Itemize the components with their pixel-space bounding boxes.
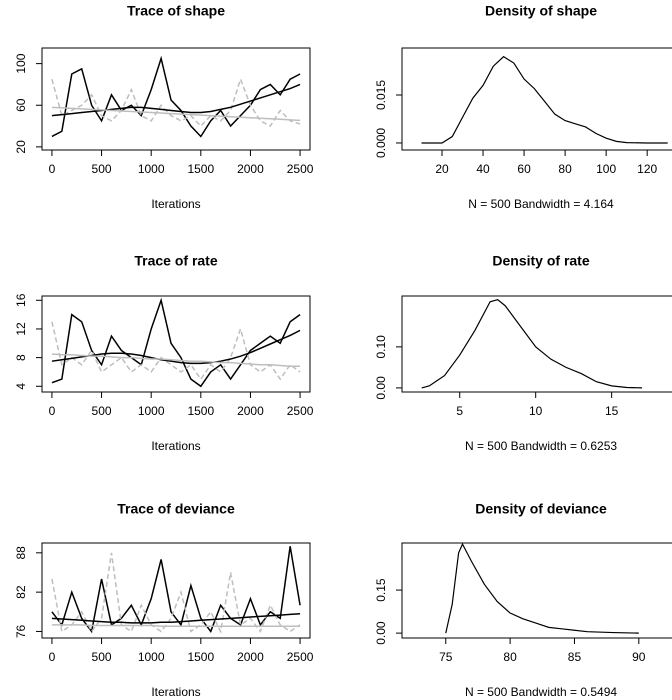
x-tick-label: 60 — [517, 162, 531, 176]
x-tick-label: 1500 — [187, 650, 214, 664]
y-tick-label: 76 — [14, 624, 28, 638]
x-tick-label: 100 — [596, 162, 616, 176]
y-tick-label: 0.00 — [374, 376, 388, 400]
plot-area — [422, 300, 642, 388]
x-tick-label: 1000 — [138, 650, 165, 664]
x-axis-label: Iterations — [151, 439, 200, 453]
y-tick-label: 0.000 — [374, 128, 388, 158]
data-line — [52, 553, 300, 632]
x-tick-label: 85 — [568, 650, 582, 664]
x-tick-label: 1500 — [187, 404, 214, 418]
x-tick-label: 1000 — [138, 404, 165, 418]
y-tick-label: 0.15 — [374, 578, 388, 602]
y-tick-label: 20 — [14, 140, 28, 154]
x-axis-label: N = 500 Bandwidth = 0.6253 — [465, 439, 617, 453]
data-line — [52, 354, 300, 366]
x-tick-label: 10 — [529, 404, 543, 418]
plot-area — [421, 57, 667, 143]
data-line — [446, 544, 639, 633]
plot-area — [52, 300, 300, 386]
y-tick-label: 0.10 — [374, 335, 388, 359]
plot-box — [42, 543, 310, 638]
x-tick-label: 75 — [439, 650, 453, 664]
plot-area — [446, 544, 639, 633]
panel-title: Density of shape — [485, 3, 597, 19]
plot-box — [402, 48, 672, 150]
y-tick-label: 100 — [14, 53, 28, 73]
x-tick-label: 2000 — [237, 162, 264, 176]
y-tick-label: 88 — [14, 546, 28, 560]
x-tick-label: 20 — [435, 162, 449, 176]
panel-title: Density of deviance — [475, 501, 607, 517]
x-tick-label: 2500 — [287, 650, 314, 664]
data-line — [52, 107, 300, 120]
y-tick-label: 8 — [14, 354, 28, 361]
panel-title: Trace of deviance — [117, 501, 235, 517]
x-axis-label: Iterations — [151, 685, 200, 699]
data-line — [421, 57, 667, 143]
y-tick-label: 16 — [14, 293, 28, 307]
y-tick-label: 12 — [14, 322, 28, 336]
data-line — [52, 546, 300, 631]
x-tick-label: 0 — [49, 404, 56, 418]
data-line — [422, 300, 642, 388]
x-tick-label: 2500 — [287, 404, 314, 418]
x-tick-label: 80 — [503, 650, 517, 664]
x-tick-label: 500 — [92, 650, 112, 664]
panel-title: Trace of rate — [134, 253, 217, 269]
x-axis-label: N = 500 Bandwidth = 4.164 — [468, 197, 614, 211]
plot-area — [52, 58, 300, 136]
x-tick-label: 1500 — [187, 162, 214, 176]
x-tick-label: 500 — [92, 404, 112, 418]
x-tick-label: 5 — [456, 404, 463, 418]
x-tick-label: 120 — [637, 162, 657, 176]
plot-area — [52, 546, 300, 631]
y-tick-label: 82 — [14, 585, 28, 599]
x-tick-label: 2500 — [287, 162, 314, 176]
x-tick-label: 2000 — [237, 404, 264, 418]
x-tick-label: 40 — [476, 162, 490, 176]
panel-title: Trace of shape — [127, 3, 225, 19]
y-tick-label: 60 — [14, 98, 28, 112]
x-tick-label: 15 — [605, 404, 619, 418]
x-tick-label: 80 — [558, 162, 572, 176]
x-tick-label: 2000 — [237, 650, 264, 664]
x-tick-label: 90 — [632, 650, 646, 664]
x-tick-label: 500 — [92, 162, 112, 176]
data-line — [52, 330, 300, 363]
x-tick-label: 0 — [49, 162, 56, 176]
y-tick-label: 4 — [14, 383, 28, 390]
y-tick-label: 0.015 — [374, 80, 388, 110]
x-axis-label: N = 500 Bandwidth = 0.5494 — [465, 685, 617, 699]
x-axis-label: Iterations — [151, 197, 200, 211]
data-line — [52, 300, 300, 386]
plot-box — [42, 48, 310, 150]
x-tick-label: 1000 — [138, 162, 165, 176]
panel-title: Density of rate — [492, 253, 589, 269]
x-tick-label: 0 — [49, 650, 56, 664]
y-tick-label: 0.00 — [374, 621, 388, 645]
